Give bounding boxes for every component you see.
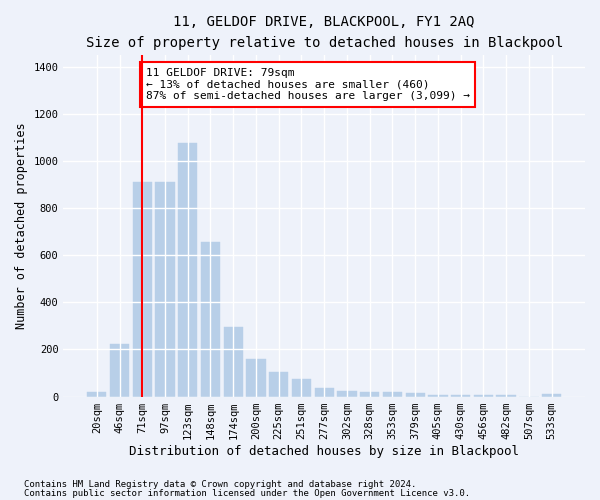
- Text: 11 GELDOF DRIVE: 79sqm
← 13% of detached houses are smaller (460)
87% of semi-de: 11 GELDOF DRIVE: 79sqm ← 13% of detached…: [146, 68, 470, 101]
- Bar: [201, 242, 220, 396]
- Bar: [269, 372, 289, 396]
- Bar: [406, 393, 425, 396]
- Title: 11, GELDOF DRIVE, BLACKPOOL, FY1 2AQ
Size of property relative to detached house: 11, GELDOF DRIVE, BLACKPOOL, FY1 2AQ Siz…: [86, 15, 563, 50]
- Bar: [133, 182, 152, 396]
- Bar: [360, 392, 379, 396]
- Bar: [337, 390, 356, 396]
- Bar: [542, 394, 561, 396]
- Bar: [178, 144, 197, 396]
- Bar: [314, 388, 334, 396]
- Bar: [383, 392, 402, 396]
- Bar: [247, 359, 266, 397]
- Text: Contains public sector information licensed under the Open Government Licence v3: Contains public sector information licen…: [24, 488, 470, 498]
- Bar: [292, 379, 311, 396]
- Bar: [110, 344, 129, 396]
- X-axis label: Distribution of detached houses by size in Blackpool: Distribution of detached houses by size …: [129, 444, 519, 458]
- Text: Contains HM Land Registry data © Crown copyright and database right 2024.: Contains HM Land Registry data © Crown c…: [24, 480, 416, 489]
- Bar: [155, 182, 175, 396]
- Y-axis label: Number of detached properties: Number of detached properties: [15, 122, 28, 329]
- Bar: [87, 392, 106, 396]
- Bar: [224, 327, 243, 396]
